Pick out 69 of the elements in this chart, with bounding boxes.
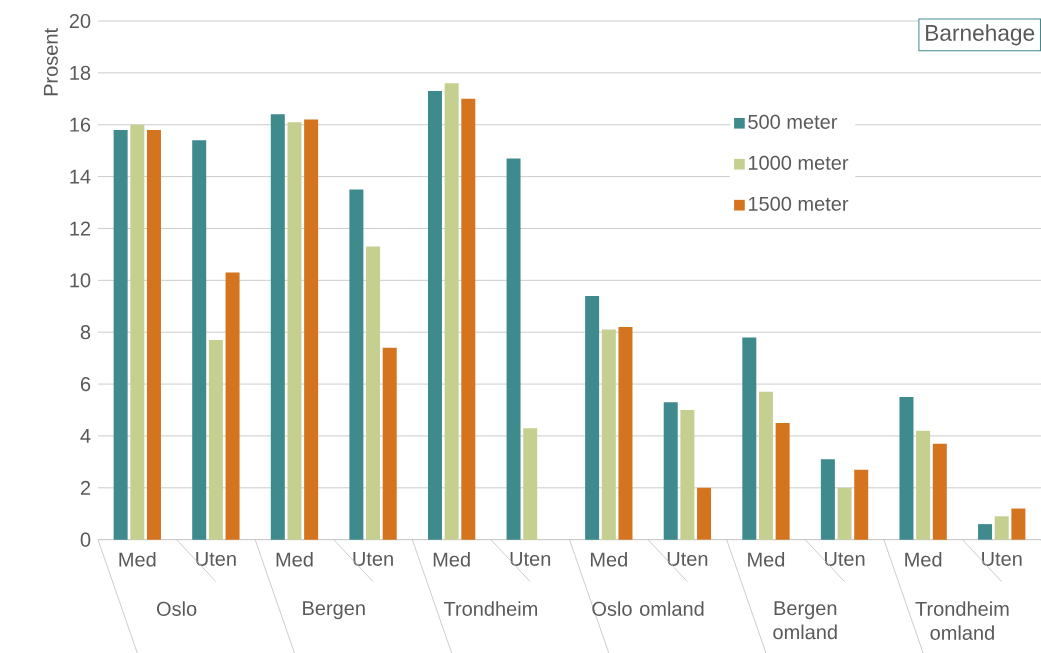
bar: [287, 122, 302, 540]
bar: [994, 516, 1009, 540]
y-tick-label: 0: [80, 532, 91, 547]
bar: [506, 158, 521, 540]
x-tick-label: Med: [748, 551, 785, 567]
bar: [916, 430, 931, 540]
bar: [585, 295, 600, 540]
bar: [680, 410, 695, 540]
legend-label: 1000 meter: [748, 155, 849, 170]
text: Oslo: [156, 601, 197, 616]
bar: [382, 347, 397, 540]
bar: [837, 487, 852, 540]
x-tick-label: Med: [276, 551, 313, 567]
y-tick-label: 4: [80, 429, 91, 443]
y-axis-title: Prosent: [43, 28, 58, 96]
text: Trondheim: [443, 601, 537, 616]
bar: [444, 83, 459, 540]
y-tick-label: 2: [80, 480, 91, 495]
y-tick-label: 18: [70, 65, 91, 80]
bar: [820, 459, 835, 540]
bar: [146, 129, 161, 540]
bar: [899, 397, 914, 540]
x-tick-label: Uten: [982, 551, 1022, 566]
bar: [192, 140, 207, 540]
x-tick-label: Med: [119, 551, 156, 567]
bar: [304, 119, 319, 540]
y-tick-label: 14: [70, 169, 91, 184]
y-tick-label: 20: [69, 13, 91, 29]
bar: [742, 337, 757, 540]
bar: [1011, 508, 1026, 540]
bar: [349, 189, 364, 540]
y-tick-label: 12: [70, 221, 91, 236]
bar: [130, 124, 145, 540]
bar: [758, 391, 773, 540]
bar: [854, 469, 869, 540]
bar: [663, 402, 678, 540]
x-tick-label: Med: [590, 551, 627, 567]
bar: [427, 91, 442, 540]
bar: [270, 114, 285, 540]
bar: [618, 327, 633, 540]
y-tick-label: 16: [70, 117, 91, 132]
bar: [208, 339, 223, 540]
y-tick-label: 10: [70, 273, 91, 288]
bar: [523, 428, 538, 540]
text: Trondheim omland: [915, 601, 1009, 640]
y-tick-label: 8: [80, 325, 91, 340]
bar: [978, 524, 993, 540]
y-tick-label: 6: [80, 376, 91, 392]
text: Oslo omland: [592, 601, 704, 616]
x-tick-label: Uten: [824, 551, 865, 566]
text: Bergen omland: [773, 601, 837, 640]
bar: [225, 272, 240, 540]
bar: [601, 329, 616, 540]
x-tick-label: Uten: [196, 551, 236, 566]
x-tick-label: Uten: [667, 551, 708, 566]
legend-label: 1500 meter: [748, 196, 849, 211]
text: Bergen: [303, 601, 365, 620]
x-tick-label: Med: [905, 551, 942, 567]
bar: [461, 98, 476, 540]
chart-title: Barnehage: [926, 24, 1035, 46]
bar: [775, 422, 790, 540]
bar: [113, 129, 128, 540]
bar: [697, 487, 712, 540]
x-tick-label: Uten: [353, 551, 393, 566]
x-tick-label: Med: [433, 551, 470, 567]
legend-label: 500 meter: [748, 114, 838, 129]
bar: [366, 246, 381, 540]
x-tick-label: Uten: [510, 551, 551, 566]
bar: [932, 443, 947, 540]
